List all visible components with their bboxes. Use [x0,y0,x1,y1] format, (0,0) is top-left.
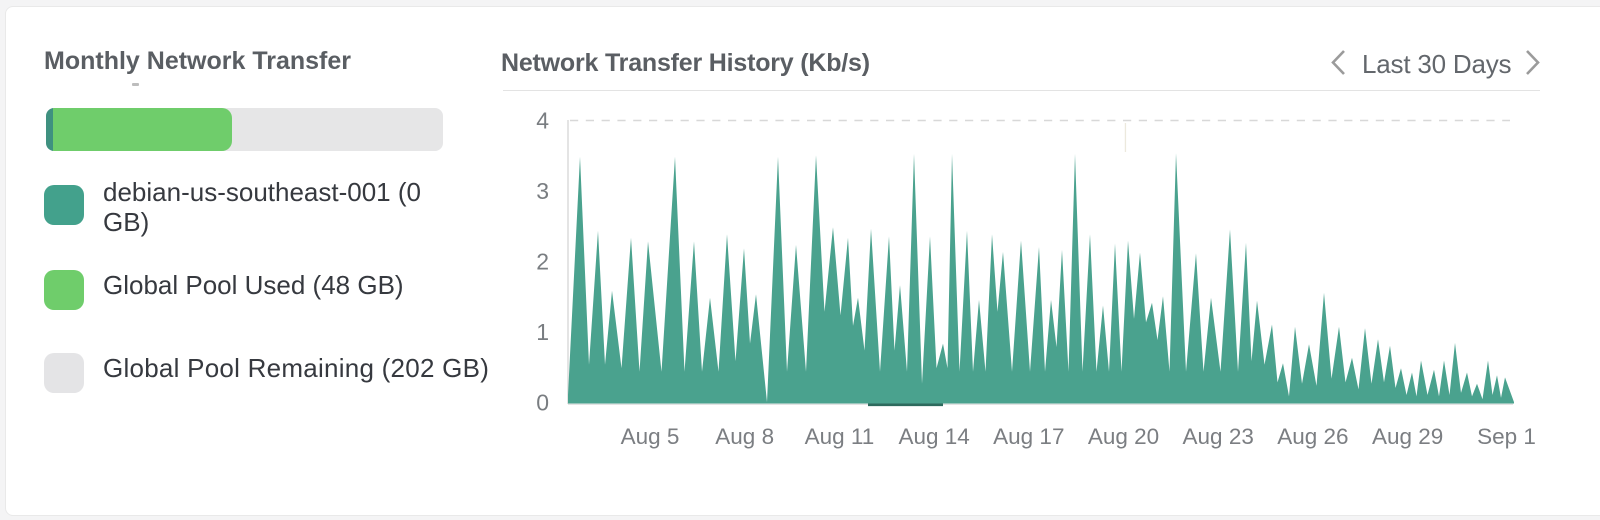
svg-text:3: 3 [536,178,549,204]
svg-text:Sep 1: Sep 1 [1477,424,1536,449]
svg-text:4: 4 [536,108,549,134]
svg-text:Aug 23: Aug 23 [1183,424,1254,449]
svg-text:Aug 20: Aug 20 [1088,424,1159,449]
svg-text:Aug 29: Aug 29 [1372,424,1443,449]
svg-text:2: 2 [536,249,549,275]
svg-text:Aug 8: Aug 8 [715,424,774,449]
svg-text:0: 0 [536,390,549,416]
svg-text:Aug 5: Aug 5 [621,424,680,449]
svg-text:1: 1 [536,319,549,345]
svg-text:Aug 11: Aug 11 [805,424,875,449]
svg-text:Aug 17: Aug 17 [993,424,1064,449]
svg-text:Aug 26: Aug 26 [1277,424,1348,449]
svg-text:Aug 14: Aug 14 [898,424,969,449]
